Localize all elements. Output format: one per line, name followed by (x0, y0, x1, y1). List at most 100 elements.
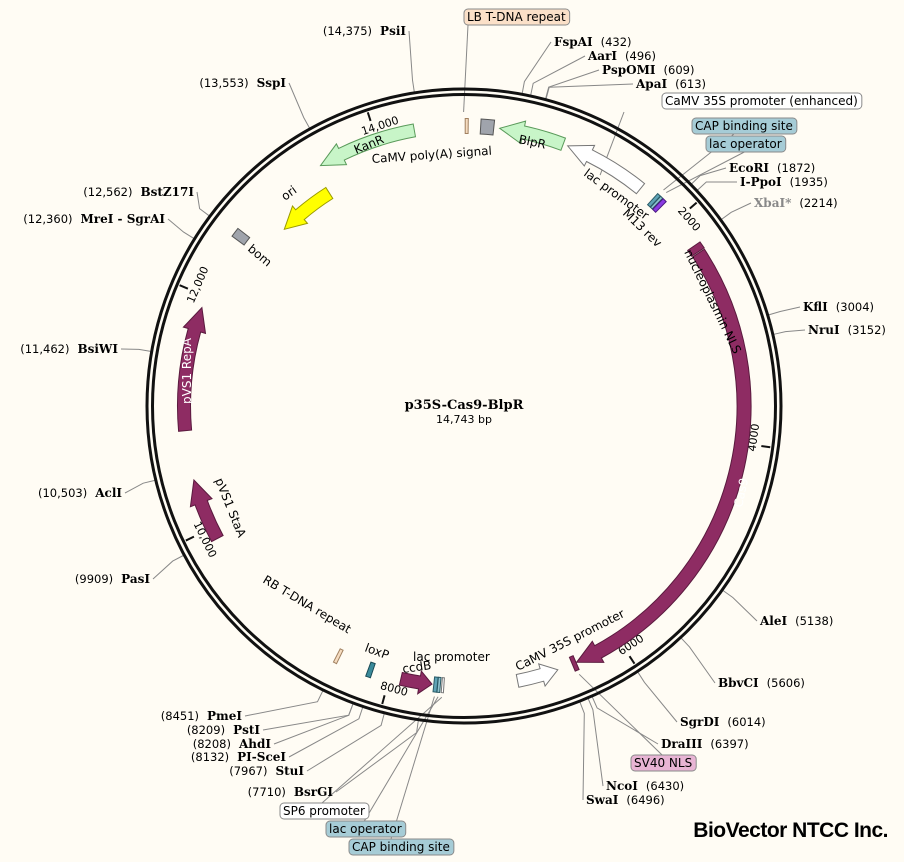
enzyme-site[interactable]: MreI - SgrAI (12,360) (23, 212, 165, 226)
enzyme-name[interactable]: I-PpoI (740, 175, 782, 189)
feature-rb-t-dna-repeat[interactable] (332, 648, 344, 665)
enzyme-name[interactable]: XbaI* (754, 196, 792, 210)
feature-kanr[interactable] (319, 123, 417, 167)
enzyme-site[interactable]: XbaI* (2214) (754, 196, 838, 210)
feature-blpr[interactable] (498, 120, 567, 151)
enzyme-name[interactable]: BbvCI (718, 676, 759, 690)
feature-cap-binding-site[interactable] (432, 676, 439, 693)
enzyme-site[interactable]: NruI (3152) (808, 323, 886, 337)
feature-label-lac-promoter-bottom[interactable]: lac promoter (413, 650, 490, 664)
enzyme-site[interactable]: EcoRI (1872) (729, 161, 815, 175)
leader-line (521, 41, 552, 94)
feature-ccdb[interactable] (398, 669, 433, 695)
feature-loxp[interactable] (365, 661, 376, 679)
feature-label-bom[interactable]: bom (245, 242, 274, 270)
enzyme-name[interactable]: BsrGI (294, 785, 333, 799)
enzyme-site[interactable]: AleI (5138) (759, 614, 833, 628)
feature-camv-poly-a-signal[interactable] (479, 118, 496, 136)
svg-text:CAP binding site: CAP binding site (352, 840, 450, 854)
enzyme-name[interactable]: MreI - SgrAI (81, 212, 166, 226)
enzyme-site[interactable]: PspOMI (609) (602, 63, 694, 77)
enzyme-site[interactable]: FspAI (432) (554, 35, 632, 49)
feature-camv-35s-promoter[interactable] (515, 663, 559, 688)
feature-label-pvs1-repa[interactable]: pVS1 RepA (180, 337, 194, 404)
enzyme-site[interactable]: DraIII (6397) (661, 737, 749, 751)
boxed-label-camv-35s-promoter-enhanced-[interactable]: CaMV 35S promoter (enhanced) (661, 92, 863, 110)
feature-lac-operator[interactable] (649, 195, 664, 210)
boxed-label-cap-binding-site[interactable]: CAP binding site (691, 117, 798, 135)
enzyme-name[interactable]: PsiI (380, 24, 406, 38)
enzyme-position: (5138) (795, 614, 833, 628)
svg-text:SV40 NLS: SV40 NLS (634, 756, 692, 770)
enzyme-site[interactable]: PsiI (14,375) (323, 24, 407, 38)
enzyme-site[interactable]: PasI (9909) (75, 572, 150, 586)
leader-line (591, 696, 659, 745)
enzyme-site[interactable]: SspI (13,553) (199, 76, 286, 90)
feature-label-cas9[interactable]: Cas9 (731, 477, 751, 509)
enzyme-site[interactable]: I-PpoI (1935) (740, 175, 828, 189)
feature-pvs1-repa[interactable] (176, 306, 207, 432)
feature-lac-promoter[interactable] (566, 144, 646, 195)
enzyme-name[interactable]: StuI (275, 764, 304, 778)
boxed-label-lac-operator[interactable]: lac operator (325, 820, 407, 838)
enzyme-site[interactable]: PI-SceI (8132) (191, 750, 286, 764)
enzyme-name[interactable]: AleI (759, 614, 788, 628)
enzyme-site[interactable]: BsiWI (11,462) (20, 342, 118, 356)
enzyme-site[interactable]: PmeI (8451) (161, 709, 243, 723)
feature-ori[interactable] (283, 186, 334, 231)
enzyme-site[interactable]: SwaI (6496) (586, 793, 665, 807)
feature-label-blpr[interactable]: BlpR (517, 132, 547, 151)
enzyme-name[interactable]: EcoRI (729, 161, 769, 175)
enzyme-site[interactable]: BbvCI (5606) (718, 676, 805, 690)
feature-label-ccdb[interactable]: ccdB (401, 658, 432, 676)
enzyme-name[interactable]: AhdI (238, 737, 271, 751)
enzyme-site[interactable]: NcoI (6430) (606, 779, 684, 793)
feature-m13-rev[interactable] (651, 197, 667, 214)
boxed-label-lb-t-dna-repeat[interactable]: LB T-DNA repeat (463, 8, 571, 26)
feature-sv40-nls[interactable] (568, 655, 580, 672)
enzyme-site[interactable]: AhdI (8208) (193, 737, 272, 751)
enzyme-site[interactable]: BstZ17I (12,562) (83, 185, 194, 199)
enzyme-name[interactable]: SspI (257, 76, 287, 90)
enzyme-site[interactable]: SgrDI (6014) (680, 715, 766, 729)
enzyme-name[interactable]: AarI (587, 49, 617, 63)
boxed-label-sp6-promoter[interactable]: SP6 promoter (279, 802, 370, 820)
enzyme-site[interactable]: AarI (496) (587, 49, 656, 63)
enzyme-name[interactable]: DraIII (661, 737, 703, 751)
enzyme-name[interactable]: PmeI (207, 709, 242, 723)
boxed-label-lac-operator[interactable]: lac operator (705, 135, 787, 153)
feature-nucleoplasmin-nls[interactable] (687, 241, 705, 257)
enzyme-name[interactable]: BsiWI (77, 342, 118, 356)
feature-pvs1-staa[interactable] (189, 478, 224, 543)
enzyme-site[interactable]: AclI (10,503) (38, 486, 122, 500)
feature-cas9[interactable] (575, 248, 752, 663)
enzyme-site[interactable]: PstI (8209) (187, 723, 261, 737)
enzyme-name[interactable]: SgrDI (680, 715, 720, 729)
enzyme-name[interactable]: PspOMI (602, 63, 656, 77)
feature-label-rb-tdna[interactable]: RB T-DNA repeat (260, 573, 353, 637)
enzyme-name[interactable]: PstI (233, 723, 260, 737)
enzyme-name[interactable]: FspAI (554, 35, 593, 49)
enzyme-name[interactable]: NruI (808, 323, 840, 337)
enzyme-site[interactable]: ApaI (613) (635, 77, 706, 91)
enzyme-name[interactable]: SwaI (586, 793, 619, 807)
feature-lac-promoter[interactable] (440, 677, 445, 694)
enzyme-name[interactable]: KflI (803, 300, 828, 314)
enzyme-name[interactable]: BstZ17I (140, 185, 194, 199)
feature-label-loxp[interactable]: loxP (363, 641, 391, 663)
feature-lb-t-dna-repeat[interactable] (464, 117, 469, 135)
enzyme-position: (8208) (193, 737, 231, 751)
feature-label-ori[interactable]: ori (279, 183, 300, 204)
enzyme-name[interactable]: PasI (121, 572, 150, 586)
enzyme-name[interactable]: NcoI (606, 779, 638, 793)
enzyme-name[interactable]: ApaI (635, 77, 667, 91)
enzyme-site[interactable]: KflI (3004) (803, 300, 874, 314)
enzyme-site[interactable]: StuI (7967) (229, 764, 304, 778)
enzyme-site[interactable]: BsrGI (7710) (248, 785, 334, 799)
enzyme-name[interactable]: PI-SceI (237, 750, 286, 764)
boxed-label-sv40-nls[interactable]: SV40 NLS (630, 754, 697, 772)
boxed-label-cap-binding-site[interactable]: CAP binding site (348, 838, 455, 856)
feature-bom[interactable] (231, 227, 251, 246)
feature-label-polya[interactable]: CaMV poly(A) signal (371, 144, 492, 166)
enzyme-name[interactable]: AclI (94, 486, 122, 500)
